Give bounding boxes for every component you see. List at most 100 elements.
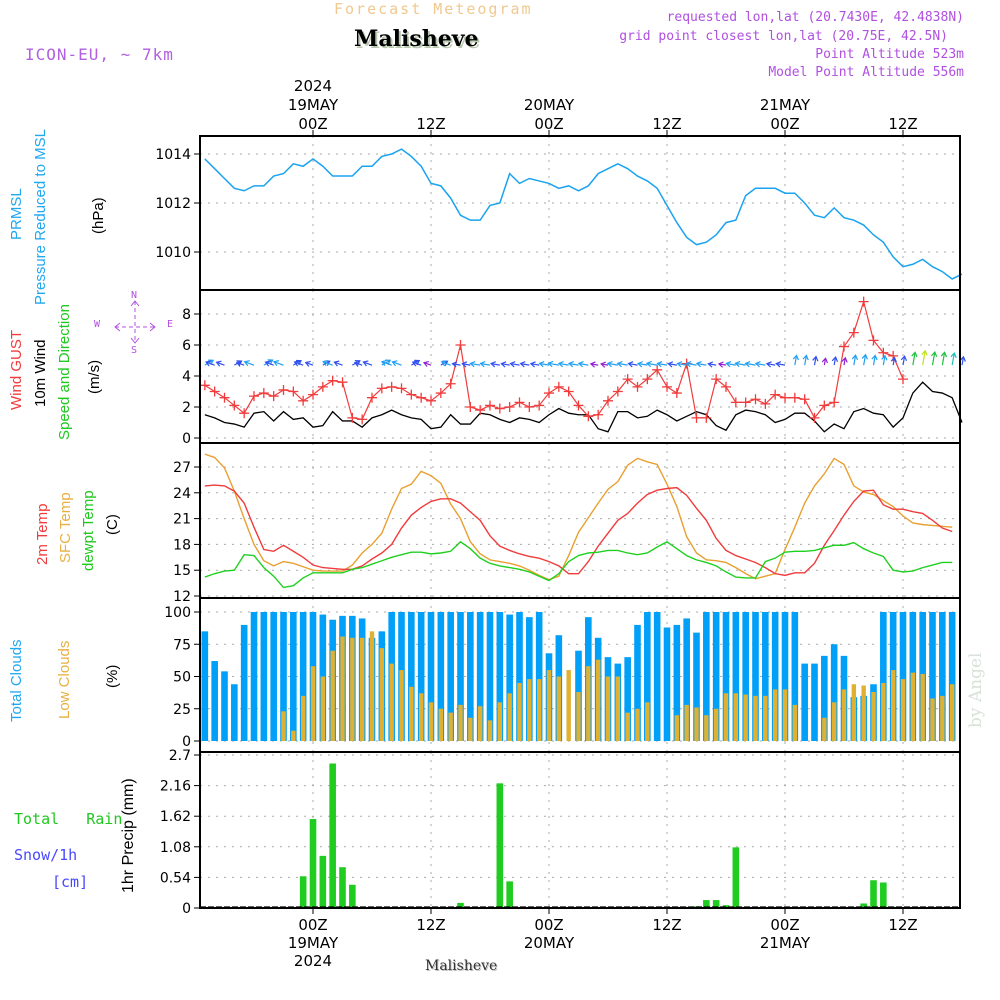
wind-gust-line	[204, 299, 904, 421]
total-clouds-bar	[427, 612, 435, 741]
rain-bar	[457, 902, 464, 908]
gust-marker	[416, 392, 427, 403]
gust-marker	[740, 397, 751, 408]
wind-direction-arrow	[470, 362, 481, 366]
wind-arrow-head	[205, 360, 212, 367]
total-clouds-bar	[939, 612, 946, 741]
low-clouds-bar	[792, 704, 798, 741]
y-tick-label: 24	[173, 486, 191, 502]
wind-arrow-head	[391, 360, 398, 367]
wind-arrow-head	[411, 360, 418, 367]
wind-direction-arrow	[735, 362, 746, 366]
rain-bar	[299, 876, 307, 908]
low-clouds-bar	[458, 704, 463, 741]
y-tick-label: 4	[182, 369, 191, 385]
wind-arrow-head	[792, 354, 800, 361]
wind-arrow-head	[362, 360, 369, 367]
y-tick-label: 75	[173, 637, 191, 653]
y-tick-label: 1.08	[160, 840, 191, 856]
total-clouds-bar	[496, 612, 504, 741]
total-clouds-bar	[752, 612, 759, 741]
wind-arrow-head	[353, 360, 360, 367]
low-clouds-bar	[851, 684, 857, 741]
total-clouds-bar	[260, 612, 268, 741]
gust-marker	[780, 392, 790, 403]
x-label-bottom-date: 21MAY	[760, 934, 811, 952]
wind-arrow-head	[304, 360, 311, 367]
low-clouds-bar	[576, 691, 581, 741]
wind-arrow-head	[900, 355, 908, 362]
gust-marker	[622, 374, 633, 385]
wind-arrow-head	[695, 361, 702, 368]
total-clouds-bar	[712, 612, 720, 741]
low-clouds-bar	[507, 693, 512, 741]
wind-direction-arrow	[794, 355, 798, 366]
wind-arrow-head	[500, 361, 507, 368]
total-clouds-bar	[240, 624, 248, 741]
low-clouds-bar	[556, 676, 562, 741]
wind-arrow-head	[267, 359, 274, 365]
wind-direction-arrow	[863, 354, 867, 366]
wind-arrow-head	[479, 361, 486, 368]
gust-marker	[839, 341, 849, 352]
y-tick-label: 2	[182, 400, 191, 416]
wind-direction-arrow	[578, 362, 589, 366]
wind-arrow-head	[656, 361, 663, 368]
y-tick-label: 0	[182, 431, 191, 447]
total-clouds-bar	[653, 612, 661, 741]
low-clouds-bar	[625, 712, 630, 741]
low-clouds-bar	[527, 679, 532, 741]
wind-arrow-head	[890, 356, 897, 363]
y-tick-label: 100	[164, 605, 191, 621]
wind-direction-arrow	[833, 357, 837, 366]
panel-frame	[199, 289, 961, 444]
gust-marker	[819, 400, 830, 411]
wind-direction-arrow	[452, 363, 461, 366]
low-clouds-bar	[713, 708, 719, 741]
gust-marker	[878, 347, 889, 358]
y-tick-label: 15	[173, 563, 191, 579]
y-tick-label: 2.16	[160, 779, 191, 795]
wind-arrow-head	[861, 353, 868, 360]
wind-direction-arrow	[601, 363, 609, 366]
wind-direction-arrow	[510, 362, 520, 366]
wind-arrow-head	[235, 360, 242, 367]
wind-direction-arrow	[696, 362, 707, 366]
wind-arrow-head	[333, 360, 340, 367]
gust-marker	[898, 374, 908, 385]
wind-direction-arrow	[216, 361, 225, 366]
wind-arrow-head	[567, 361, 574, 368]
low-clouds-bar	[468, 717, 473, 741]
compass-rose-icon	[114, 300, 156, 344]
gust-marker	[199, 380, 210, 391]
gust-marker	[603, 395, 613, 406]
wind-direction-arrow	[412, 361, 422, 366]
wind-arrow-head	[841, 356, 848, 363]
total-clouds-bar	[486, 612, 494, 741]
gust-marker	[868, 335, 879, 346]
grid-point-coords: grid point closest lon,lat (20.75E, 42.5…	[619, 29, 948, 44]
temp-sfc-line	[204, 453, 953, 581]
wind-arrow-head	[293, 360, 300, 367]
gust-marker	[750, 394, 761, 405]
low-clouds-bar	[546, 670, 552, 741]
total-clouds-bar	[830, 644, 838, 741]
low-clouds-bar	[399, 670, 404, 741]
low-clouds-bar	[733, 693, 739, 741]
total-clouds-bar	[683, 618, 690, 741]
total-clouds-bar	[535, 612, 543, 741]
total-clouds-bar	[703, 612, 710, 741]
total-clouds-bar	[447, 612, 454, 741]
wind-direction-arrow	[294, 361, 304, 366]
x-label-bottom-year: 2024	[294, 952, 332, 970]
gust-marker	[268, 391, 279, 402]
y-tick-label: 8	[182, 307, 191, 323]
gust-marker	[396, 383, 407, 394]
meteogram-subtitle: Forecast Meteogram	[334, 0, 533, 18]
gust-marker	[249, 391, 259, 402]
wind-direction-arrow	[726, 362, 736, 366]
rain-bar	[880, 882, 887, 908]
precip-snow-unit: [cm]	[52, 873, 89, 891]
low-clouds-bar	[910, 672, 916, 741]
